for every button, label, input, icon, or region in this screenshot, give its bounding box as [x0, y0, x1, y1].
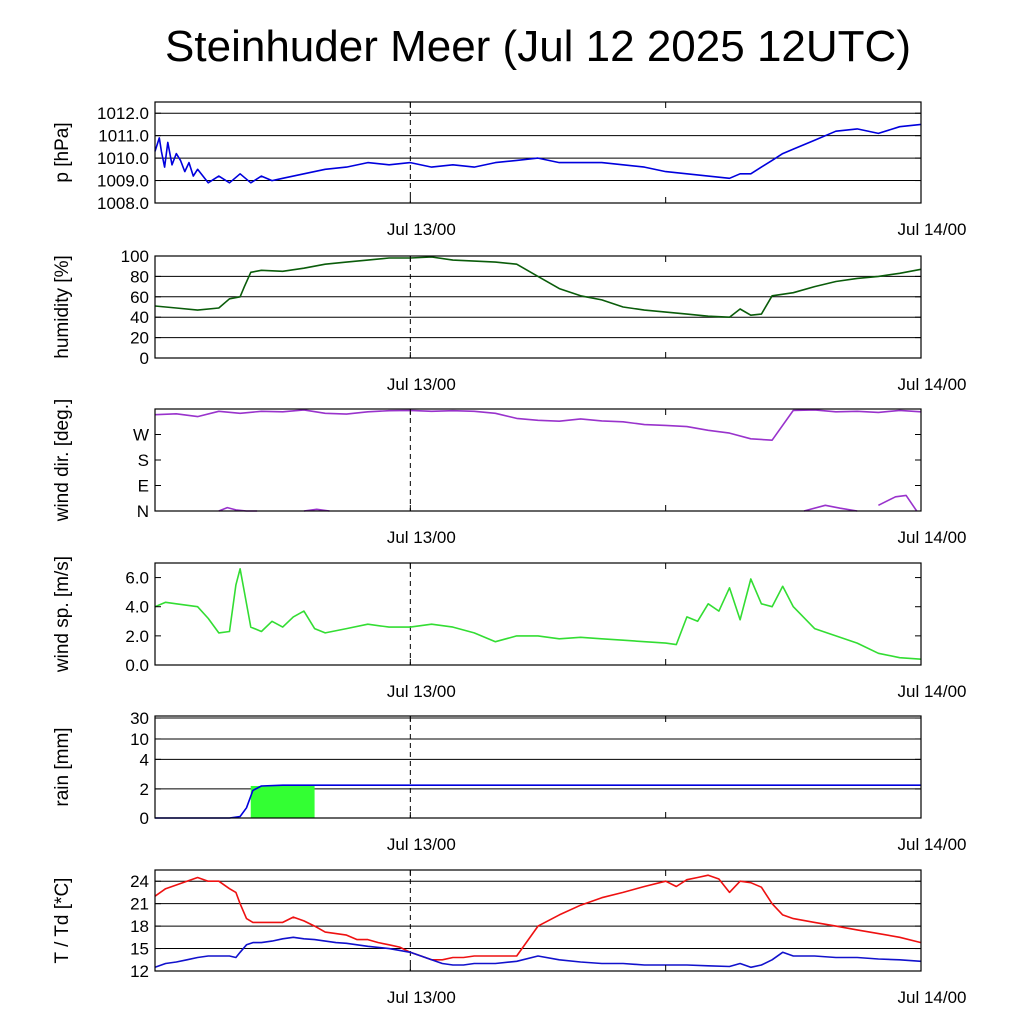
y-tick-label: 24 [130, 872, 149, 891]
y-tick-label: S [138, 451, 149, 470]
rain-bar [250, 785, 315, 818]
y-tick-label: 10 [130, 730, 149, 749]
series-line-wind_dir [803, 504, 858, 512]
y-tick-label: 1008.0 [97, 194, 149, 213]
series-line-wind_dir [878, 494, 918, 512]
y-tick-label: 1010.0 [97, 149, 149, 168]
y-tick-label: 0 [140, 809, 149, 828]
y-tick-label: 2.0 [125, 627, 149, 646]
y-tick-label: 1009.0 [97, 172, 149, 191]
y-tick-label: 2 [140, 780, 149, 799]
series-line-wind_dir [154, 409, 922, 442]
series-line-humidity [154, 256, 922, 319]
x-tick-label: Jul 13/00 [387, 835, 456, 854]
y-tick-label: 15 [130, 940, 149, 959]
x-tick-label: Jul 14/00 [898, 988, 967, 1007]
panel-4: 0.0 2.0 4.0 6.0 Jul 13/00 Jul 14/00 wind sp. [… [52, 556, 967, 701]
x-tick-label: Jul 14/00 [898, 682, 967, 701]
y-tick-label: 60 [130, 288, 149, 307]
y-axis-label: rain [mm] [52, 727, 73, 806]
y-tick-label: 30 [130, 709, 149, 728]
y-tick-label: 80 [130, 267, 149, 286]
y-axis-label: humidity [%] [52, 255, 73, 358]
plot-frame [154, 562, 922, 666]
y-tick-label: 1011.0 [98, 127, 149, 146]
x-tick-label: Jul 13/00 [387, 220, 456, 239]
chart-title: Steinhuder Meer (Jul 12 2025 12UTC) [165, 22, 911, 71]
y-tick-label: W [133, 426, 149, 445]
y-tick-label: 21 [130, 895, 149, 914]
y-tick-label: 18 [130, 917, 149, 936]
y-tick-label: N [137, 502, 149, 521]
y-tick-label: 100 [121, 247, 149, 266]
y-tick-label: E [138, 477, 149, 496]
panel-6: 12 15 18 21 24 Jul 13/00 Jul 14/00 T / Td [*C] [52, 869, 967, 1007]
plot-frame [154, 255, 922, 359]
panel-5: 0 2 410 30 Jul 13/00 Jul 14/00 rain [mm] [52, 709, 967, 854]
y-tick-label: 0.0 [125, 656, 149, 675]
series-line-dewpoint [154, 936, 922, 969]
series-line-wind_speed [154, 567, 922, 660]
series-line-pressure [154, 123, 922, 184]
y-tick-label: 20 [130, 329, 149, 348]
y-tick-label: 0 [140, 349, 149, 368]
x-tick-label: Jul 14/00 [898, 220, 967, 239]
y-tick-label: 12 [130, 962, 149, 981]
y-axis-label: wind sp. [m/s] [52, 556, 73, 673]
y-axis-label: wind dir. [deg.] [52, 399, 73, 523]
plot-frame [154, 408, 922, 512]
plot-frame [154, 715, 922, 819]
y-tick-label: 6.0 [125, 569, 149, 588]
plot-frame [154, 101, 922, 204]
y-tick-label: 1012.0 [97, 104, 149, 123]
y-tick-label: 40 [130, 308, 149, 327]
y-tick-label: 4 [140, 750, 149, 769]
y-tick-label: 4.0 [125, 598, 149, 617]
x-tick-label: Jul 13/00 [387, 682, 456, 701]
x-tick-label: Jul 14/00 [898, 835, 967, 854]
x-tick-label: Jul 14/00 [898, 528, 967, 547]
series-line-temperature [154, 874, 922, 961]
x-tick-label: Jul 13/00 [387, 988, 456, 1007]
x-tick-label: Jul 13/00 [387, 375, 456, 394]
y-axis-label: p [hPa] [52, 122, 73, 182]
panel-1: 1008.0 1009.0 1010.0 1011.0 1012.0 Jul 13/00 J… [52, 101, 967, 239]
plot-frame [154, 869, 922, 972]
x-tick-label: Jul 14/00 [898, 375, 967, 394]
x-tick-label: Jul 13/00 [387, 528, 456, 547]
y-axis-label: T / Td [*C] [52, 878, 73, 964]
